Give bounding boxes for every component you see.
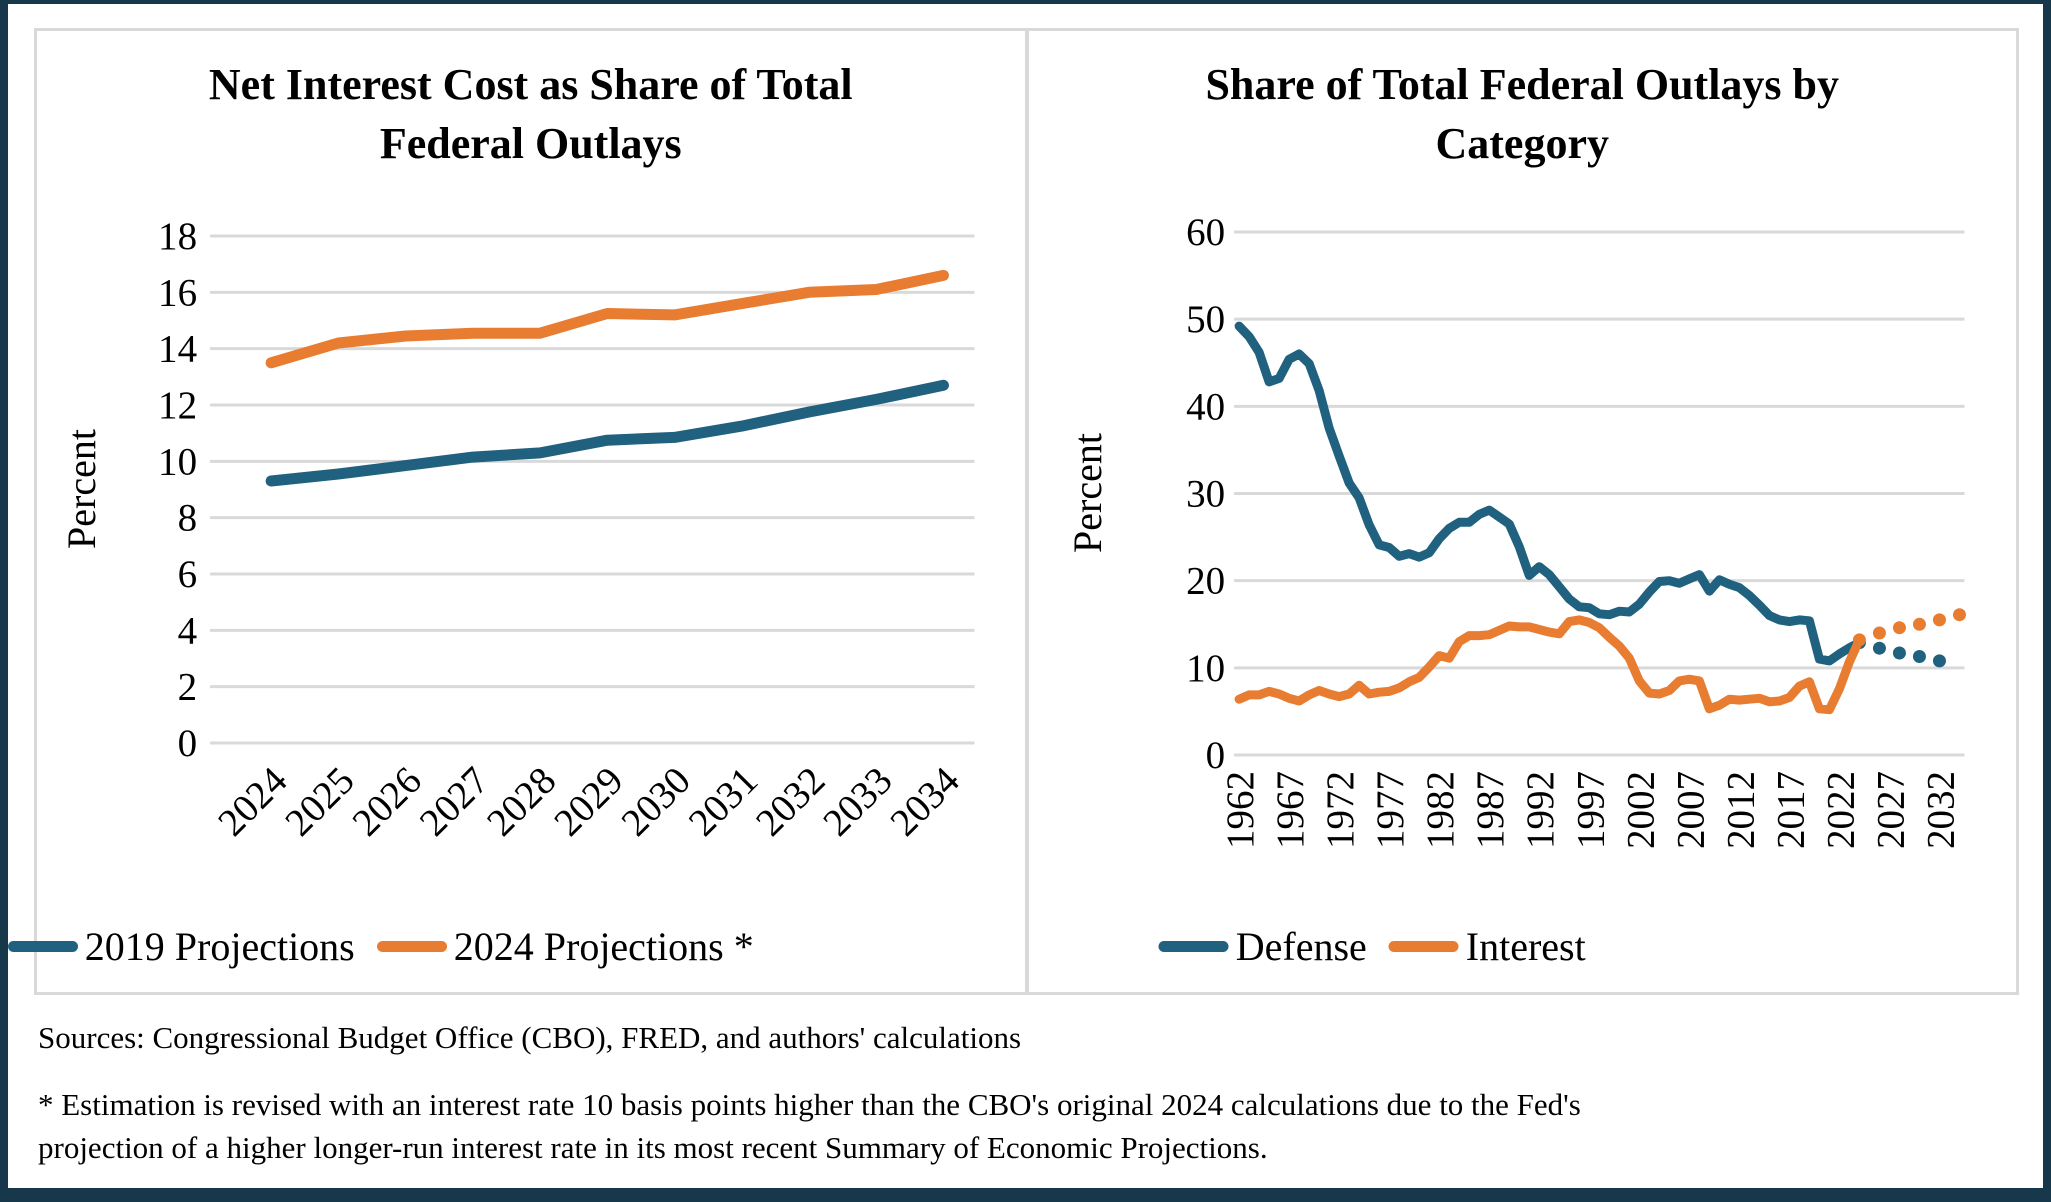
interest-line xyxy=(1234,615,1864,715)
legend-swatch-blue-icon xyxy=(8,941,78,952)
chart-title-left-line2: Federal Outlays xyxy=(379,119,682,168)
x-tick-label: 1992 xyxy=(1519,771,1562,849)
y-tick-label: 30 xyxy=(1186,473,1225,516)
projection-dot xyxy=(1872,641,1886,655)
projection-dot xyxy=(1892,646,1906,660)
projection-dot xyxy=(1932,654,1946,668)
chart-title-right-line2: Category xyxy=(1435,119,1610,168)
y-tick-label: 2 xyxy=(178,666,198,709)
y-tick-label: 40 xyxy=(1186,385,1225,428)
legend-swatch-defense-icon xyxy=(1158,941,1229,952)
x-tick-label: 2017 xyxy=(1769,771,1812,849)
legend-label-interest: Interest xyxy=(1465,924,1586,969)
x-tick-label: 2029 xyxy=(546,759,632,845)
y-tick-label: 16 xyxy=(158,271,197,314)
figure-footer: Sources: Congressional Budget Office (CB… xyxy=(38,1016,2013,1169)
footnote: * Estimation is revised with an interest… xyxy=(38,1083,2013,1169)
x-tick-label: 2002 xyxy=(1619,771,1662,849)
x-tick-label: 2030 xyxy=(613,759,699,845)
x-tick-label: 2024 xyxy=(210,759,296,845)
y-tick-label: 60 xyxy=(1186,211,1225,254)
y-axis-title-right: Percent xyxy=(1065,433,1110,553)
x-tick-label: 1987 xyxy=(1469,771,1512,849)
chart-title-left-line1: Net Interest Cost as Share of Total xyxy=(208,60,853,109)
y-tick-label: 0 xyxy=(178,722,198,765)
chart-title-right-line1: Share of Total Federal Outlays by xyxy=(1205,60,1840,109)
charts-container: Net Interest Cost as Share of Total Fede… xyxy=(8,28,2019,995)
footnote-line2: projection of a higher longer-run intere… xyxy=(38,1130,1268,1165)
projection-dot xyxy=(1952,608,1966,622)
x-tick-label: 2007 xyxy=(1669,771,1712,849)
x-tick-label: 2022 xyxy=(1819,771,1862,849)
y-tick-label: 4 xyxy=(178,609,198,652)
x-tick-label: 1962 xyxy=(1219,771,1262,849)
x-tick-label: 1967 xyxy=(1269,771,1312,849)
2019-projections-line xyxy=(265,379,949,487)
x-tick-label: 1972 xyxy=(1319,771,1362,849)
y-tick-label: 12 xyxy=(158,384,197,427)
x-tick-label: 2012 xyxy=(1719,771,1762,849)
legend-item-2024-projections: 2024 Projections * xyxy=(376,923,754,970)
legend-item-2019-projections: 2019 Projections xyxy=(8,923,355,970)
x-tick-label: 2031 xyxy=(681,759,767,845)
legend-label-2019-projections: 2019 Projections xyxy=(84,924,355,969)
y-tick-label: 10 xyxy=(1186,647,1225,690)
chart-title-left: Net Interest Cost as Share of Total Fede… xyxy=(37,55,1025,173)
x-tick-label: 2033 xyxy=(815,759,901,845)
x-tick-label: 1977 xyxy=(1369,771,1412,849)
projection-dot xyxy=(1872,626,1886,640)
line-chart-net-interest: Percent 02468101214161820242025202620272… xyxy=(59,215,975,845)
y-tick-label: 8 xyxy=(178,497,198,540)
legend-item-defense: Defense xyxy=(1158,923,1367,970)
legend-left: 2019 Projections 2024 Projections * xyxy=(8,923,754,970)
legend-label-2024-projections: 2024 Projections * xyxy=(453,924,754,969)
sources-note: Sources: Congressional Budget Office (CB… xyxy=(38,1020,1022,1055)
y-tick-label: 18 xyxy=(158,215,197,258)
x-tick-label: 2025 xyxy=(277,759,363,845)
x-tick-label: 2027 xyxy=(412,759,498,845)
x-tick-label: 2026 xyxy=(344,759,430,845)
y-tick-label: 10 xyxy=(158,440,197,483)
2024-projections--line xyxy=(265,269,949,369)
chart-panel-net-interest: Net Interest Cost as Share of Total Fede… xyxy=(8,31,1029,992)
legend-label-defense: Defense xyxy=(1235,924,1367,969)
y-tick-label: 50 xyxy=(1186,298,1225,341)
x-tick-label: 2032 xyxy=(1919,771,1962,849)
projection-dot xyxy=(1912,650,1926,663)
x-tick-label: 1982 xyxy=(1419,771,1462,849)
legend-right: Defense Interest xyxy=(1158,923,1586,970)
y-tick-label: 20 xyxy=(1186,560,1225,603)
x-tick-label: 1997 xyxy=(1569,771,1612,849)
x-tick-label: 2027 xyxy=(1869,771,1912,849)
projection-dot xyxy=(1912,617,1926,631)
y-axis-title-left: Percent xyxy=(59,429,104,549)
legend-swatch-interest-icon xyxy=(1388,941,1459,952)
projection-dot xyxy=(1852,633,1866,647)
chart-panel-outlay-shares: Share of Total Federal Outlays by Catego… xyxy=(1029,31,2017,992)
x-tick-label: 2034 xyxy=(882,759,968,845)
legend-item-interest: Interest xyxy=(1388,923,1586,970)
projection-dot xyxy=(1892,621,1906,635)
chart-title-right: Share of Total Federal Outlays by Catego… xyxy=(1029,55,2017,173)
y-tick-label: 14 xyxy=(158,328,197,371)
x-tick-label: 2032 xyxy=(748,759,834,845)
projection-dot xyxy=(1932,613,1946,627)
y-tick-label: 0 xyxy=(1205,734,1225,777)
defense-line xyxy=(1234,321,1864,666)
footnote-line1: * Estimation is revised with an interest… xyxy=(38,1087,1581,1122)
legend-swatch-orange-icon xyxy=(376,941,447,952)
y-tick-label: 6 xyxy=(178,553,198,596)
x-tick-label: 2028 xyxy=(479,759,565,845)
